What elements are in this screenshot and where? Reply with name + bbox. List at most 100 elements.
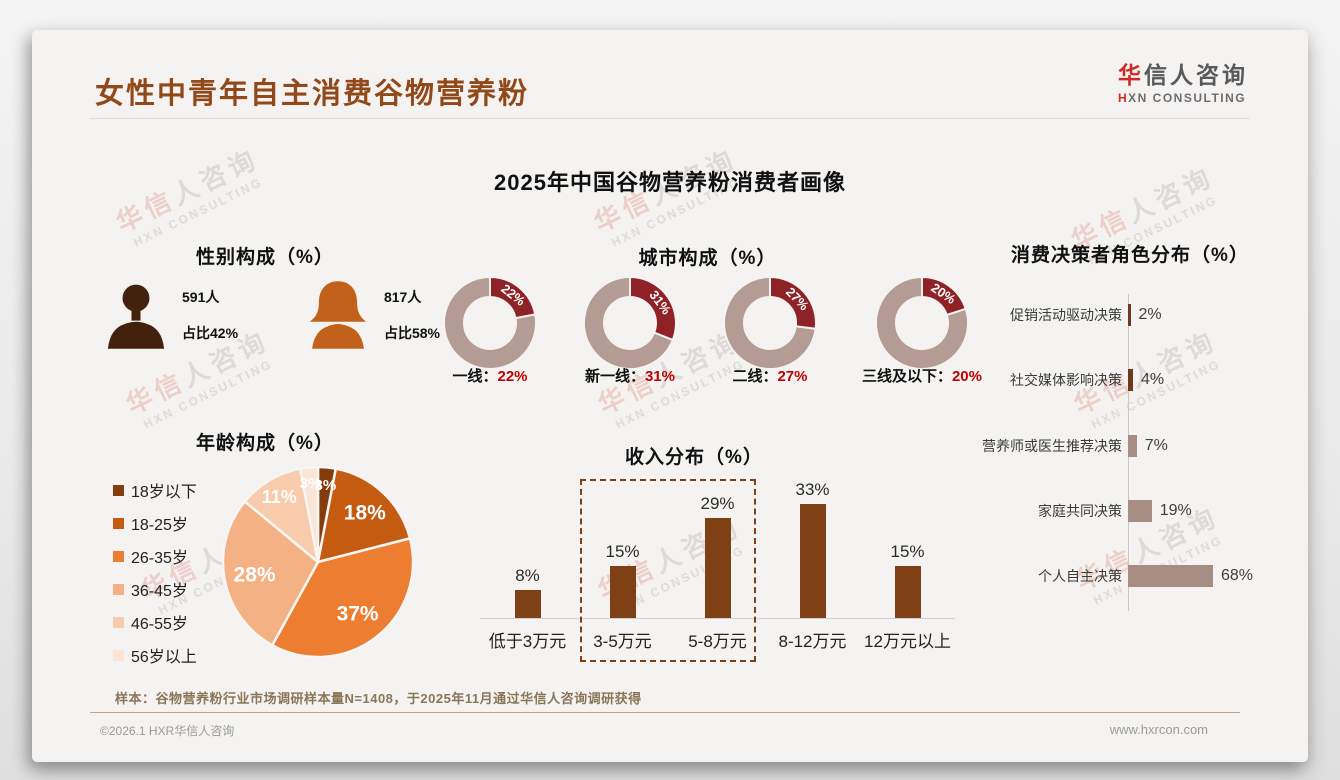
gender-male-stats: 591人 占比42% [182, 287, 238, 343]
city-donut-group: 22% 一线：22% 31% 新一线：31% 27% 二线：27% 20% 三线及以下：20% [442, 275, 982, 386]
decision-bar [1128, 434, 1137, 457]
income-bar-value: 8% [515, 566, 540, 585]
income-section-title: 收入分布（%） [625, 447, 763, 468]
city-donut-caption: 三线及以下：20% [862, 365, 982, 386]
legend-swatch [113, 484, 124, 496]
legend-label: 46-55岁 [131, 616, 188, 633]
income-bar-column: 15% [575, 542, 670, 618]
age-legend-item: 56岁以上 [113, 643, 197, 667]
decision-bar [1128, 499, 1152, 522]
income-category-label: 12万元以上 [864, 632, 951, 651]
decision-bar-label: 营养师或医生推荐决策 [982, 437, 1122, 454]
income-category-label: 低于3万元 [488, 632, 567, 651]
income-bar-column: 29% [670, 494, 765, 618]
legend-swatch [113, 616, 124, 628]
income-bar [609, 566, 636, 618]
decision-bar [1128, 369, 1133, 392]
city-label: 二线： [732, 368, 778, 385]
age-legend: 18岁以下 18-25岁 26-35岁 36-45岁 46-55岁 56岁以上 [113, 478, 197, 667]
legend-label: 26-35岁 [131, 550, 188, 567]
decision-section-title: 消费决策者角色分布（%） [1011, 245, 1249, 266]
gender-female-item: 817人 占比58% [302, 278, 440, 352]
income-bar-column: 8% [480, 566, 575, 618]
age-legend-item: 46-55岁 [113, 610, 197, 634]
city-donut-chart-3: 20% [874, 275, 969, 370]
city-donut-caption: 一线：22% [452, 365, 527, 386]
income-bar-chart: 8% 15% 29% 33% 15% 低于3万元 3-5万元 5-8万元 8-12万元 12万元… [480, 468, 955, 668]
age-pie-chart: 3%18%37%28%11%3% [221, 465, 415, 659]
legend-swatch [113, 649, 124, 661]
decision-bar-value: 2% [1138, 306, 1162, 323]
city-donut-caption: 新一线：31% [585, 365, 675, 386]
income-bar [799, 504, 826, 618]
income-bar-value: 15% [890, 542, 925, 561]
decision-bar-row: 促销活动驱动决策 2% [932, 304, 1288, 326]
logo-cn-red: 华 [1118, 62, 1144, 88]
city-label: 三线及以下： [861, 368, 952, 385]
decision-bar-row: 社交媒体影响决策 4% [932, 369, 1288, 392]
decision-bar-label: 社交媒体影响决策 [1010, 372, 1122, 389]
city-value: 20% [951, 368, 982, 385]
age-legend-item: 18岁以下 [113, 478, 197, 502]
decision-bar-row: 家庭共同决策 19% [932, 499, 1288, 522]
income-category-label: 8-12万元 [778, 632, 847, 651]
legend-label: 36-45岁 [131, 583, 188, 600]
footer-website: www.hxrcon.com [1109, 722, 1208, 737]
city-donut-block: 27% 二线：27% [722, 275, 818, 386]
city-donut-caption: 二线：27% [732, 365, 807, 386]
logo-cn: 华信人咨询 [1118, 56, 1248, 90]
city-donut-chart-1: 31% [582, 275, 677, 370]
income-bar [704, 518, 731, 618]
logo-en-gray: XN CONSULTING [1128, 91, 1247, 105]
chart-main-title: 2025年中国谷物营养粉消费者画像 [494, 170, 846, 195]
city-donut-block: 22% 一线：22% [442, 275, 538, 386]
city-label: 一线： [452, 368, 498, 385]
legend-swatch [113, 517, 124, 529]
decision-bar-row: 个人自主决策 68% [932, 565, 1288, 587]
watermark-red: 华信 [121, 365, 191, 421]
decision-bar-label: 家庭共同决策 [1038, 502, 1122, 519]
company-logo: 华信人咨询 HXN CONSULTING [1118, 56, 1248, 105]
svg-text:37%: 37% [337, 603, 379, 626]
legend-swatch [113, 583, 124, 595]
decision-bar-label: 个人自主决策 [1038, 568, 1122, 584]
city-value: 22% [497, 368, 528, 385]
title-divider [90, 118, 1250, 119]
age-legend-item: 18-25岁 [113, 511, 197, 535]
city-value: 27% [777, 368, 808, 385]
income-bars: 8% 15% 29% 33% 15% [480, 468, 955, 619]
sample-note: 样本：谷物营养粉行业市场调研样本量N=1408，于2025年11月通过华信人咨询… [115, 691, 642, 706]
city-value: 31% [644, 368, 675, 385]
logo-en: HXN CONSULTING [1118, 91, 1248, 105]
gender-male-item: 591人 占比42% [100, 278, 238, 352]
footer-copyright: ©2026.1 HXR华信人咨询 [100, 724, 235, 738]
decision-bar-chart: 促销活动驱动决策 2% 社交媒体影响决策 4% 营养师或医生推荐决策 7% 家庭共同决策 19… [932, 280, 1288, 615]
income-categories: 低于3万元 3-5万元 5-8万元 8-12万元 12万元以上 [480, 627, 955, 652]
age-legend-item: 26-35岁 [113, 544, 197, 568]
decision-bar [1128, 304, 1131, 326]
slide-card: 华信人咨询 HXN CONSULTING 华信人咨询 HXN CONSULTING 华信… [32, 30, 1308, 762]
logo-cn-gray: 信人咨询 [1144, 62, 1248, 88]
income-category-label: 3-5万元 [593, 632, 652, 651]
decision-rows: 促销活动驱动决策 2% 社交媒体影响决策 4% 营养师或医生推荐决策 7% 家庭共同决策 19… [932, 280, 1288, 615]
city-donut-chart-2: 27% [722, 275, 817, 370]
decision-bar-value: 68% [1221, 567, 1254, 584]
gender-female-stats: 817人 占比58% [384, 287, 440, 343]
svg-text:18%: 18% [344, 502, 386, 525]
male-count: 591人 [182, 289, 220, 305]
age-legend-item: 36-45岁 [113, 577, 197, 601]
svg-text:28%: 28% [234, 564, 276, 587]
male-icon [107, 284, 165, 349]
income-bar-column: 15% [860, 542, 955, 618]
decision-bar-value: 19% [1159, 501, 1192, 519]
city-donut-chart-0: 22% [443, 275, 537, 370]
legend-label: 18岁以下 [131, 484, 197, 501]
income-bar-value: 29% [700, 494, 735, 513]
gender-section-title: 性别构成（%） [196, 247, 334, 268]
income-bar [514, 590, 541, 618]
svg-text:3%: 3% [314, 477, 336, 494]
female-share: 占比58% [383, 325, 440, 341]
decision-bar-value: 7% [1144, 436, 1168, 454]
age-section-title: 年龄构成（%） [196, 433, 334, 454]
female-count: 817人 [383, 289, 422, 305]
